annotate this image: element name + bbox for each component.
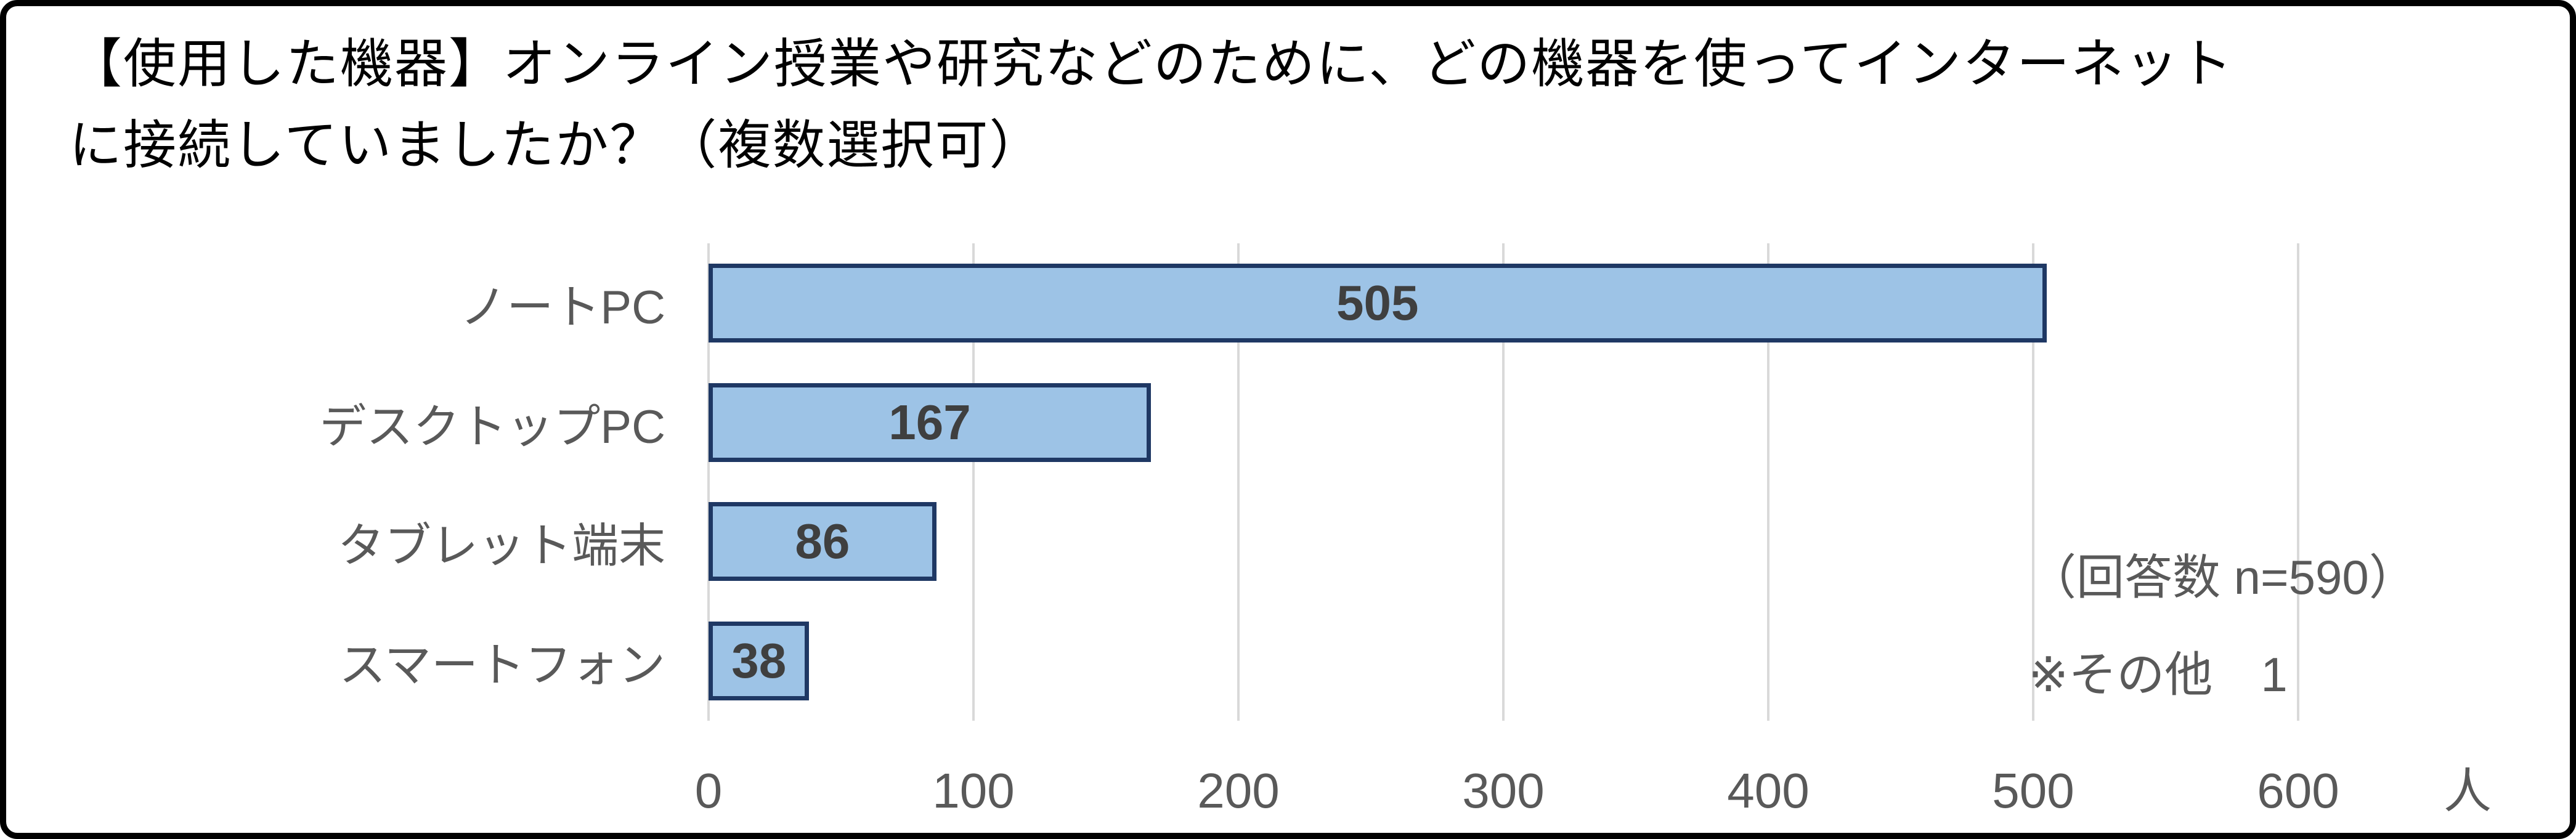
chart-title-line-1: 【使用した機器】オンライン授業や研究などのために、どの機器を使ってインターネット — [69, 34, 2234, 94]
x-tick-label-0: 0 — [694, 763, 723, 818]
x-axis-unit-label: 人 — [2443, 764, 2492, 818]
gridline-400 — [1767, 243, 1769, 721]
gridline-600 — [2297, 243, 2299, 721]
x-tick-label-600: 600 — [2257, 763, 2339, 818]
x-tick-label-400: 400 — [1727, 763, 1810, 818]
chart-title: 【使用した機器】オンライン授業や研究などのために、どの機器を使ってインターネット… — [69, 23, 2521, 186]
annotation-other-count: ※その他 1 — [2028, 647, 2288, 702]
bar-2: 86 — [709, 502, 937, 582]
bar-1: 167 — [709, 383, 1152, 462]
bar-3: 38 — [709, 622, 810, 701]
bar-value-label-0: 505 — [1336, 275, 1419, 330]
gridline-500 — [2032, 243, 2034, 721]
gridline-100 — [972, 243, 975, 721]
gridline-0 — [707, 243, 710, 721]
category-label-3: スマートフォン — [339, 639, 665, 692]
x-tick-label-500: 500 — [1992, 763, 2074, 818]
x-tick-label-100: 100 — [932, 763, 1015, 818]
bar-value-label-3: 38 — [731, 633, 787, 689]
bar-value-label-1: 167 — [888, 394, 971, 450]
bar-0: 505 — [709, 263, 2047, 342]
bar-value-label-2: 86 — [795, 514, 850, 569]
plot-area: 0 100 200 300 400 500 600 ノートPC 505 デスクトップPC 167 タブ… — [6, 6, 2570, 833]
x-tick-label-300: 300 — [1462, 763, 1545, 818]
category-label-1: デスクトップPC — [319, 400, 665, 453]
gridline-300 — [1502, 243, 1505, 721]
category-label-2: タブレット端末 — [338, 520, 665, 573]
x-tick-label-200: 200 — [1197, 763, 1280, 818]
gridline-200 — [1237, 243, 1240, 721]
category-label-0: ノートPC — [460, 281, 665, 334]
chart-title-line-2: に接続していましたか？（複数選択可） — [69, 116, 1044, 175]
annotation-response-count: （回答数 n=590） — [2028, 550, 2417, 604]
